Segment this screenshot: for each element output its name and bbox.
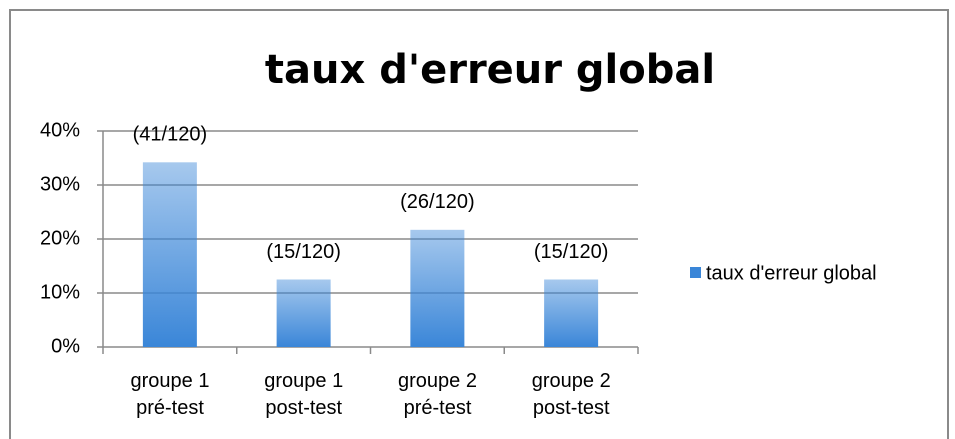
x-tick-label: groupe 2 pré-test <box>398 370 477 419</box>
y-tick-label: 20% <box>40 227 80 249</box>
y-tick-label: 0% <box>51 335 80 357</box>
frame <box>9 9 949 439</box>
legend-label: taux d'erreur global <box>706 262 877 284</box>
y-tick-label: 40% <box>40 119 80 141</box>
data-label: (41/120) <box>133 124 208 146</box>
bar <box>410 229 465 347</box>
x-tick-label: groupe 2 post-test <box>531 370 611 419</box>
bar <box>544 279 599 347</box>
bar <box>276 279 331 347</box>
bar <box>142 162 197 347</box>
x-tick-label: groupe 1 post-test <box>264 370 344 419</box>
chart-title: taux d'erreur global <box>265 47 715 93</box>
x-tick-label: groupe 1 pré-test <box>130 370 210 419</box>
data-label: (15/120) <box>534 241 609 263</box>
y-tick-label: 10% <box>40 281 80 303</box>
legend-swatch <box>690 267 701 278</box>
y-tick-label: 30% <box>40 173 80 195</box>
data-label: (15/120) <box>266 241 341 263</box>
data-label: (26/120) <box>400 191 475 213</box>
